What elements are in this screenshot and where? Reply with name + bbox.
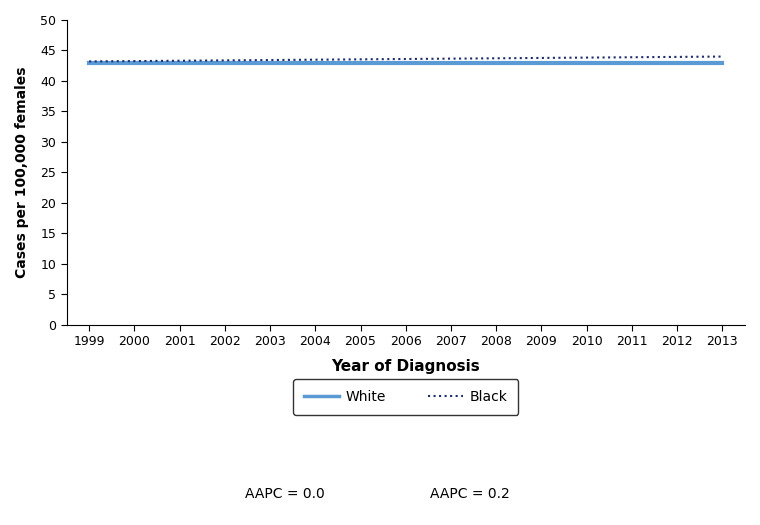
Text: AAPC = 0.2: AAPC = 0.2 <box>430 487 509 501</box>
Text: AAPC = 0.0: AAPC = 0.0 <box>245 487 325 501</box>
X-axis label: Year of Diagnosis: Year of Diagnosis <box>331 359 480 374</box>
Legend: White, Black: White, Black <box>293 379 518 415</box>
Y-axis label: Cases per 100,000 females: Cases per 100,000 females <box>15 67 29 278</box>
